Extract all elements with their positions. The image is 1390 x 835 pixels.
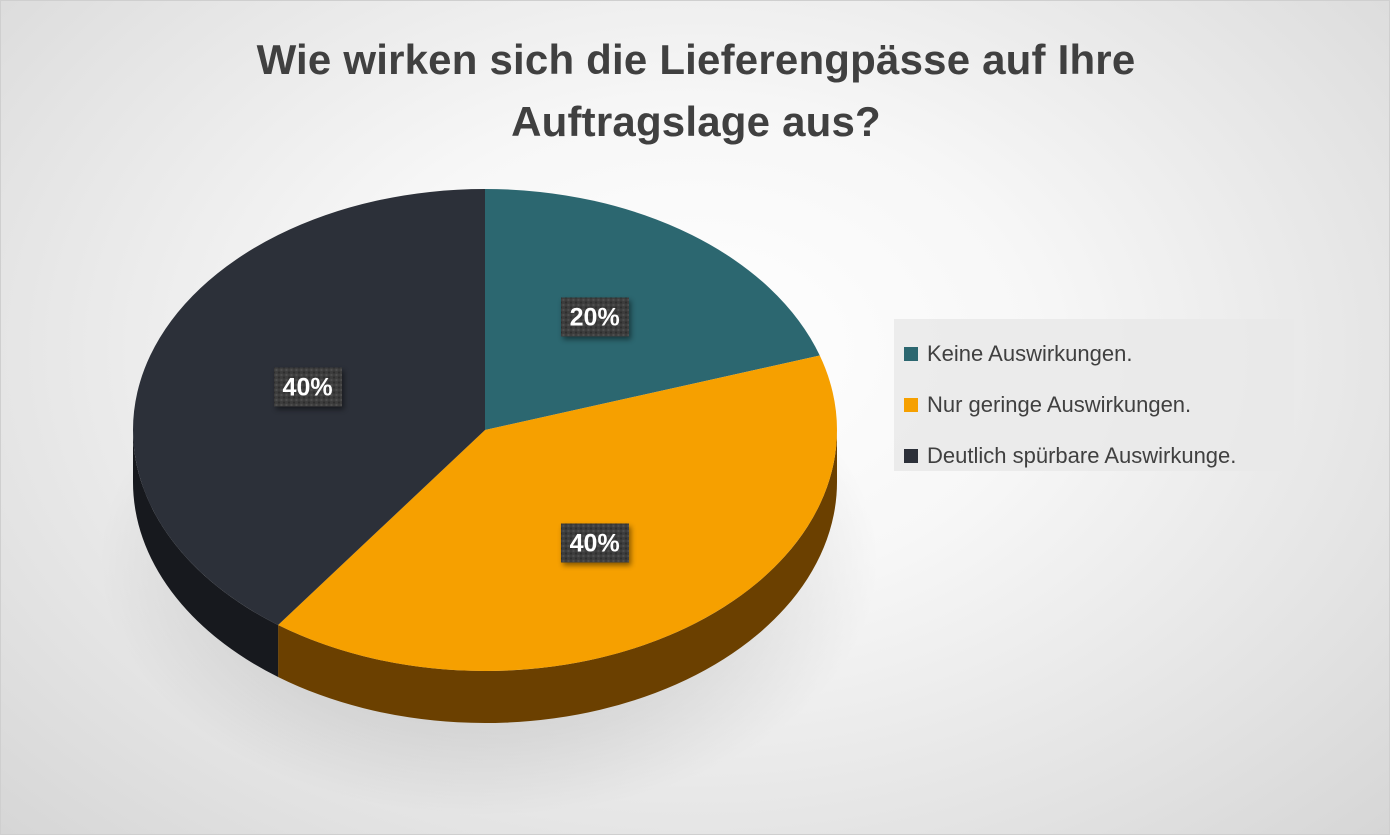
data-label-keine: 20% [561,297,629,336]
legend-item-keine: Keine Auswirkungen. [904,328,1294,379]
pie-slice-nur-geringe [278,355,838,672]
chart-title-line-1: Wie wirken sich die Lieferengpässe auf I… [256,36,1136,83]
legend-item-nur-geringe: Nur geringe Auswirkungen. [904,379,1294,430]
legend-swatch [904,346,918,361]
pie-tops [132,189,838,672]
pie-slice-keine [485,189,820,430]
pie-slice-deutlich [132,189,485,625]
legend-swatch [904,448,918,463]
legend-swatch [904,397,918,412]
data-label-deutlich: 40% [274,367,342,406]
chart-title: Wie wirken sich die Lieferengpässe auf I… [196,29,1196,153]
legend-label: Keine Auswirkungen. [927,340,1133,366]
pie-slice-side-deutlich [133,430,279,677]
legend-item-deutlich: Deutlich spürbare Auswirkunge. [904,430,1294,481]
chart-legend: Keine Auswirkungen. Nur geringe Auswirku… [894,319,1294,471]
legend-label: Nur geringe Auswirkungen. [927,391,1192,417]
pie-sides [133,430,837,724]
pie-slice-side-nur-geringe [278,430,837,724]
chart-title-line-2: Auftragslage aus? [511,98,881,145]
legend-label: Deutlich spürbare Auswirkunge. [927,442,1237,468]
data-label-nur-geringe: 40% [561,524,629,563]
